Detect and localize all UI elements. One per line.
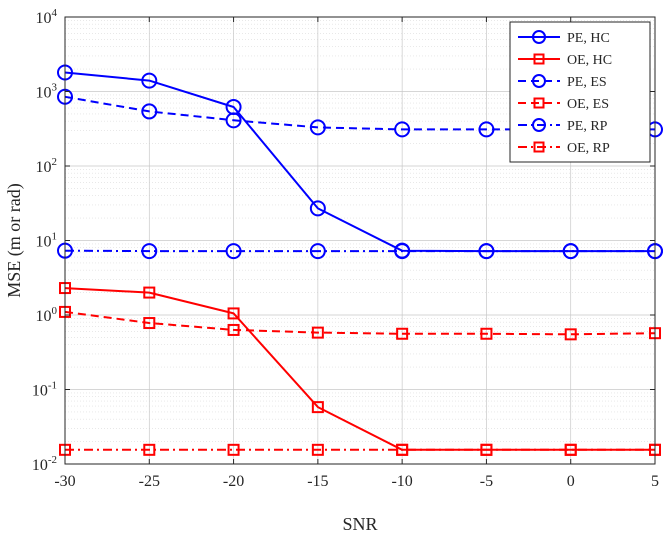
series-line — [64, 95, 655, 131]
y-tick-label: 104 — [36, 7, 58, 27]
legend-item: PE, RP — [518, 118, 608, 134]
series — [57, 88, 663, 138]
data-point — [143, 286, 156, 299]
x-tick-label: -15 — [307, 473, 328, 490]
data-point — [225, 243, 242, 260]
data-point — [141, 243, 158, 260]
y-tick-label: 101 — [36, 231, 58, 251]
y-tick-label: 10-1 — [32, 380, 57, 400]
data-point — [143, 443, 156, 456]
data-point — [564, 443, 577, 456]
data-point — [227, 443, 240, 456]
x-axis-label: SNR — [342, 514, 377, 534]
x-tick-label: -10 — [391, 473, 412, 490]
data-point — [225, 112, 242, 129]
data-point — [309, 200, 326, 217]
x-tick-label: -20 — [223, 473, 244, 490]
legend-item: OE, RP — [518, 141, 610, 156]
legend-item: PE, HC — [518, 30, 610, 46]
x-tick-label: -30 — [54, 473, 75, 490]
series — [59, 443, 661, 456]
y-tick-label: 102 — [36, 156, 58, 176]
y-tick-label: 100 — [36, 305, 58, 325]
data-point — [143, 317, 156, 330]
data-point — [478, 121, 495, 138]
legend-label: OE, HC — [567, 53, 612, 68]
legend-label: OE, ES — [567, 97, 609, 112]
ticks: -30 -25 -20 -15 -10 -5 0 5 10-2 10-1 100 101 102 103 1… — [32, 7, 659, 490]
legend-label: PE, RP — [567, 119, 608, 134]
legend-marker — [533, 53, 545, 65]
data-point — [396, 443, 409, 456]
data-point — [564, 328, 577, 341]
legend-item: PE, ES — [518, 74, 607, 90]
data-point — [396, 327, 409, 340]
data-point — [394, 243, 411, 260]
data-point — [311, 326, 324, 339]
grid — [64, 16, 656, 465]
data-point — [141, 72, 158, 89]
legend-box — [509, 21, 651, 163]
legend-item: OE, HC — [518, 53, 612, 68]
legend-marker — [532, 74, 546, 88]
y-axis-label: MSE (m or rad) — [4, 183, 25, 297]
data-point — [480, 327, 493, 340]
data-point — [394, 121, 411, 138]
legend-item: OE, ES — [518, 97, 609, 112]
legend-marker — [533, 97, 545, 109]
legend-label: PE, HC — [567, 31, 610, 46]
data-point — [311, 401, 324, 414]
data-point — [311, 443, 324, 456]
legend-marker — [532, 118, 546, 132]
y-tick-label: 10-2 — [32, 454, 57, 474]
data-point — [562, 243, 579, 260]
data-point — [478, 243, 495, 260]
x-tick-label: 0 — [567, 473, 575, 490]
y-tick-label: 103 — [36, 82, 58, 102]
x-tick-label: 5 — [651, 473, 659, 490]
legend-label: PE, ES — [567, 75, 607, 90]
legend-marker — [532, 30, 546, 44]
series-line — [64, 71, 655, 253]
data-point — [141, 103, 158, 120]
series-layer — [57, 64, 663, 456]
legend-label: OE, RP — [567, 141, 610, 156]
data-point — [309, 243, 326, 260]
data-point — [480, 443, 493, 456]
data-point — [227, 307, 240, 320]
series-line — [64, 287, 655, 451]
x-tick-label: -5 — [480, 473, 493, 490]
data-point — [227, 323, 240, 336]
data-point — [309, 119, 326, 136]
legend: PE, HC OE, HC PE, ES OE, ES PE, RP OE, RP — [509, 21, 651, 163]
x-tick-label: -25 — [139, 473, 160, 490]
legend-marker — [533, 141, 545, 153]
